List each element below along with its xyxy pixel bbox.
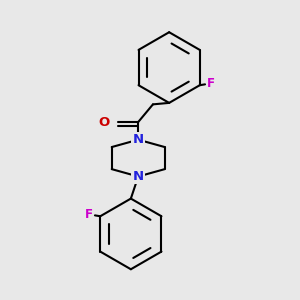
Text: O: O bbox=[98, 116, 110, 128]
Text: N: N bbox=[133, 170, 144, 183]
Text: F: F bbox=[207, 77, 215, 90]
Text: N: N bbox=[133, 133, 144, 146]
Text: F: F bbox=[85, 208, 93, 221]
